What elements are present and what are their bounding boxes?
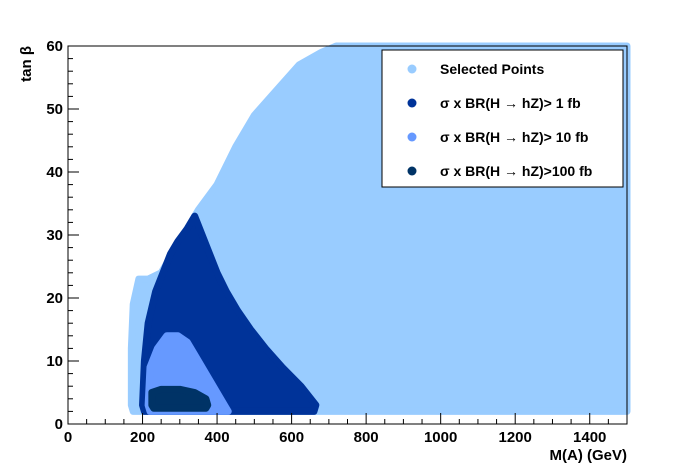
x-tick-label: 1000 — [424, 429, 457, 446]
x-tick-label: 1200 — [499, 429, 532, 446]
x-axis-title: M(A) (GeV) — [550, 447, 628, 464]
legend: Selected Points σ x BR(H → hZ)> 1 fb σ x B… — [381, 49, 624, 188]
y-tick-label: 0 — [55, 416, 63, 433]
legend-marker — [407, 64, 417, 74]
x-tick-label: 1400 — [573, 429, 606, 446]
legend-marker — [407, 132, 417, 142]
x-tick-label: 200 — [130, 429, 155, 446]
y-tick-label: 20 — [46, 290, 63, 307]
x-tick-label: 400 — [205, 429, 230, 446]
legend-label: σ x BR(H → hZ)> 10 fb — [440, 129, 588, 145]
x-tick-label: 600 — [279, 429, 304, 446]
legend-marker — [407, 166, 417, 176]
x-tick-label: 0 — [64, 429, 72, 446]
y-tick-label: 40 — [46, 164, 63, 181]
y-axis-title: tan β — [18, 46, 35, 82]
y-tick-label: 30 — [46, 227, 63, 244]
y-tick-label: 60 — [46, 38, 63, 55]
legend-box — [381, 49, 624, 188]
y-tick-label: 50 — [46, 101, 63, 118]
axes: 0 200 400 600 800 1000 1200 1400 0 10 20 30 40 50 60 — [46, 38, 628, 446]
legend-label: Selected Points — [440, 61, 544, 77]
y-tick-label: 10 — [46, 353, 63, 370]
legend-marker — [407, 98, 417, 108]
x-tick-label: 800 — [354, 429, 379, 446]
legend-label: σ x BR(H → hZ)> 1 fb — [440, 95, 581, 111]
series-region-4 — [148, 385, 212, 412]
legend-label: σ x BR(H → hZ)>100 fb — [440, 163, 592, 179]
